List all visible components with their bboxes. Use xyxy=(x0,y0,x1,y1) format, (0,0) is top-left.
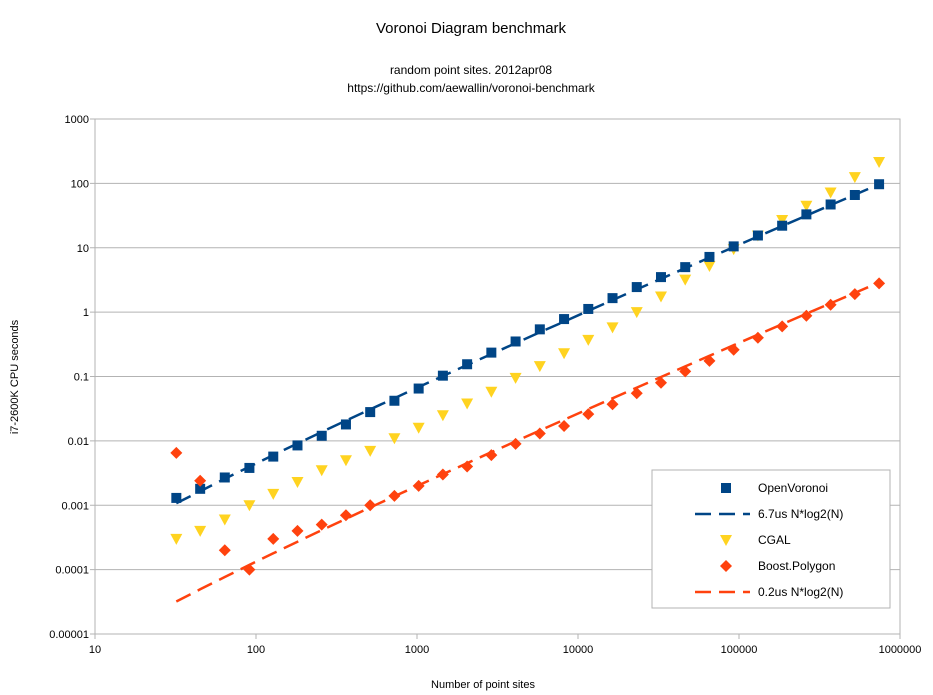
data-point-square xyxy=(874,179,884,189)
x-tick-label: 100 xyxy=(247,644,265,656)
legend-label: 0.2us N*log2(N) xyxy=(758,585,843,599)
x-tick-label: 10 xyxy=(89,644,101,656)
x-tick-label: 1000000 xyxy=(879,644,922,656)
data-point-square xyxy=(438,371,448,381)
chart-subtitle-line-1: random point sites. 2012apr08 xyxy=(390,63,552,77)
data-point-square xyxy=(486,348,496,358)
data-point-square xyxy=(656,272,666,282)
data-point-square xyxy=(341,419,351,429)
y-axis-label: i7-2600K CPU seconds xyxy=(9,319,21,434)
legend-label: Boost.Polygon xyxy=(758,559,835,573)
data-point-square xyxy=(171,493,181,503)
data-point-square xyxy=(535,324,545,334)
data-point-square xyxy=(729,241,739,251)
data-point-square xyxy=(559,314,569,324)
chart-title: Voronoi Diagram benchmark xyxy=(376,20,567,37)
legend-label: OpenVoronoi xyxy=(758,481,828,495)
x-tick-label: 100000 xyxy=(721,644,758,656)
data-point-square xyxy=(365,407,375,417)
y-tick-label: 0.0001 xyxy=(55,565,89,577)
y-tick-label: 100 xyxy=(71,178,89,190)
legend-label: 6.7us N*log2(N) xyxy=(758,507,843,521)
y-tick-label: 1000 xyxy=(65,114,89,126)
x-tick-label: 1000 xyxy=(405,644,429,656)
legend: OpenVoronoi 6.7us N*log2(N) CGAL Boost.Poly… xyxy=(652,470,890,608)
data-point-square xyxy=(414,384,424,394)
y-tick-label: 1 xyxy=(83,307,89,319)
x-axis-label: Number of point sites xyxy=(431,679,535,691)
y-tick-label: 0.001 xyxy=(61,500,89,512)
chart-subtitle-line-2: https://github.com/aewallin/voronoi-benc… xyxy=(347,81,595,95)
data-point-square xyxy=(608,293,618,303)
y-tick-label: 0.1 xyxy=(74,372,89,384)
data-point-square xyxy=(462,359,472,369)
legend-marker-square xyxy=(721,483,731,493)
data-point-square xyxy=(268,452,278,462)
data-point-square xyxy=(292,440,302,450)
data-point-square xyxy=(850,190,860,200)
data-point-square xyxy=(753,230,763,240)
data-point-square xyxy=(680,262,690,272)
y-tick-label: 0.01 xyxy=(68,436,89,448)
data-point-square xyxy=(511,336,521,346)
data-point-square xyxy=(220,472,230,482)
legend-label: CGAL xyxy=(758,533,791,547)
data-point-square xyxy=(244,463,254,473)
data-point-square xyxy=(632,282,642,292)
data-point-square xyxy=(389,396,399,406)
data-point-square xyxy=(704,252,714,262)
data-point-square xyxy=(583,304,593,314)
data-point-square xyxy=(826,199,836,209)
y-tick-label: 0.00001 xyxy=(49,629,89,641)
data-point-square xyxy=(317,431,327,441)
data-point-square xyxy=(777,221,787,231)
y-tick-label: 10 xyxy=(77,243,89,255)
data-point-square xyxy=(801,209,811,219)
x-tick-label: 10000 xyxy=(563,644,594,656)
